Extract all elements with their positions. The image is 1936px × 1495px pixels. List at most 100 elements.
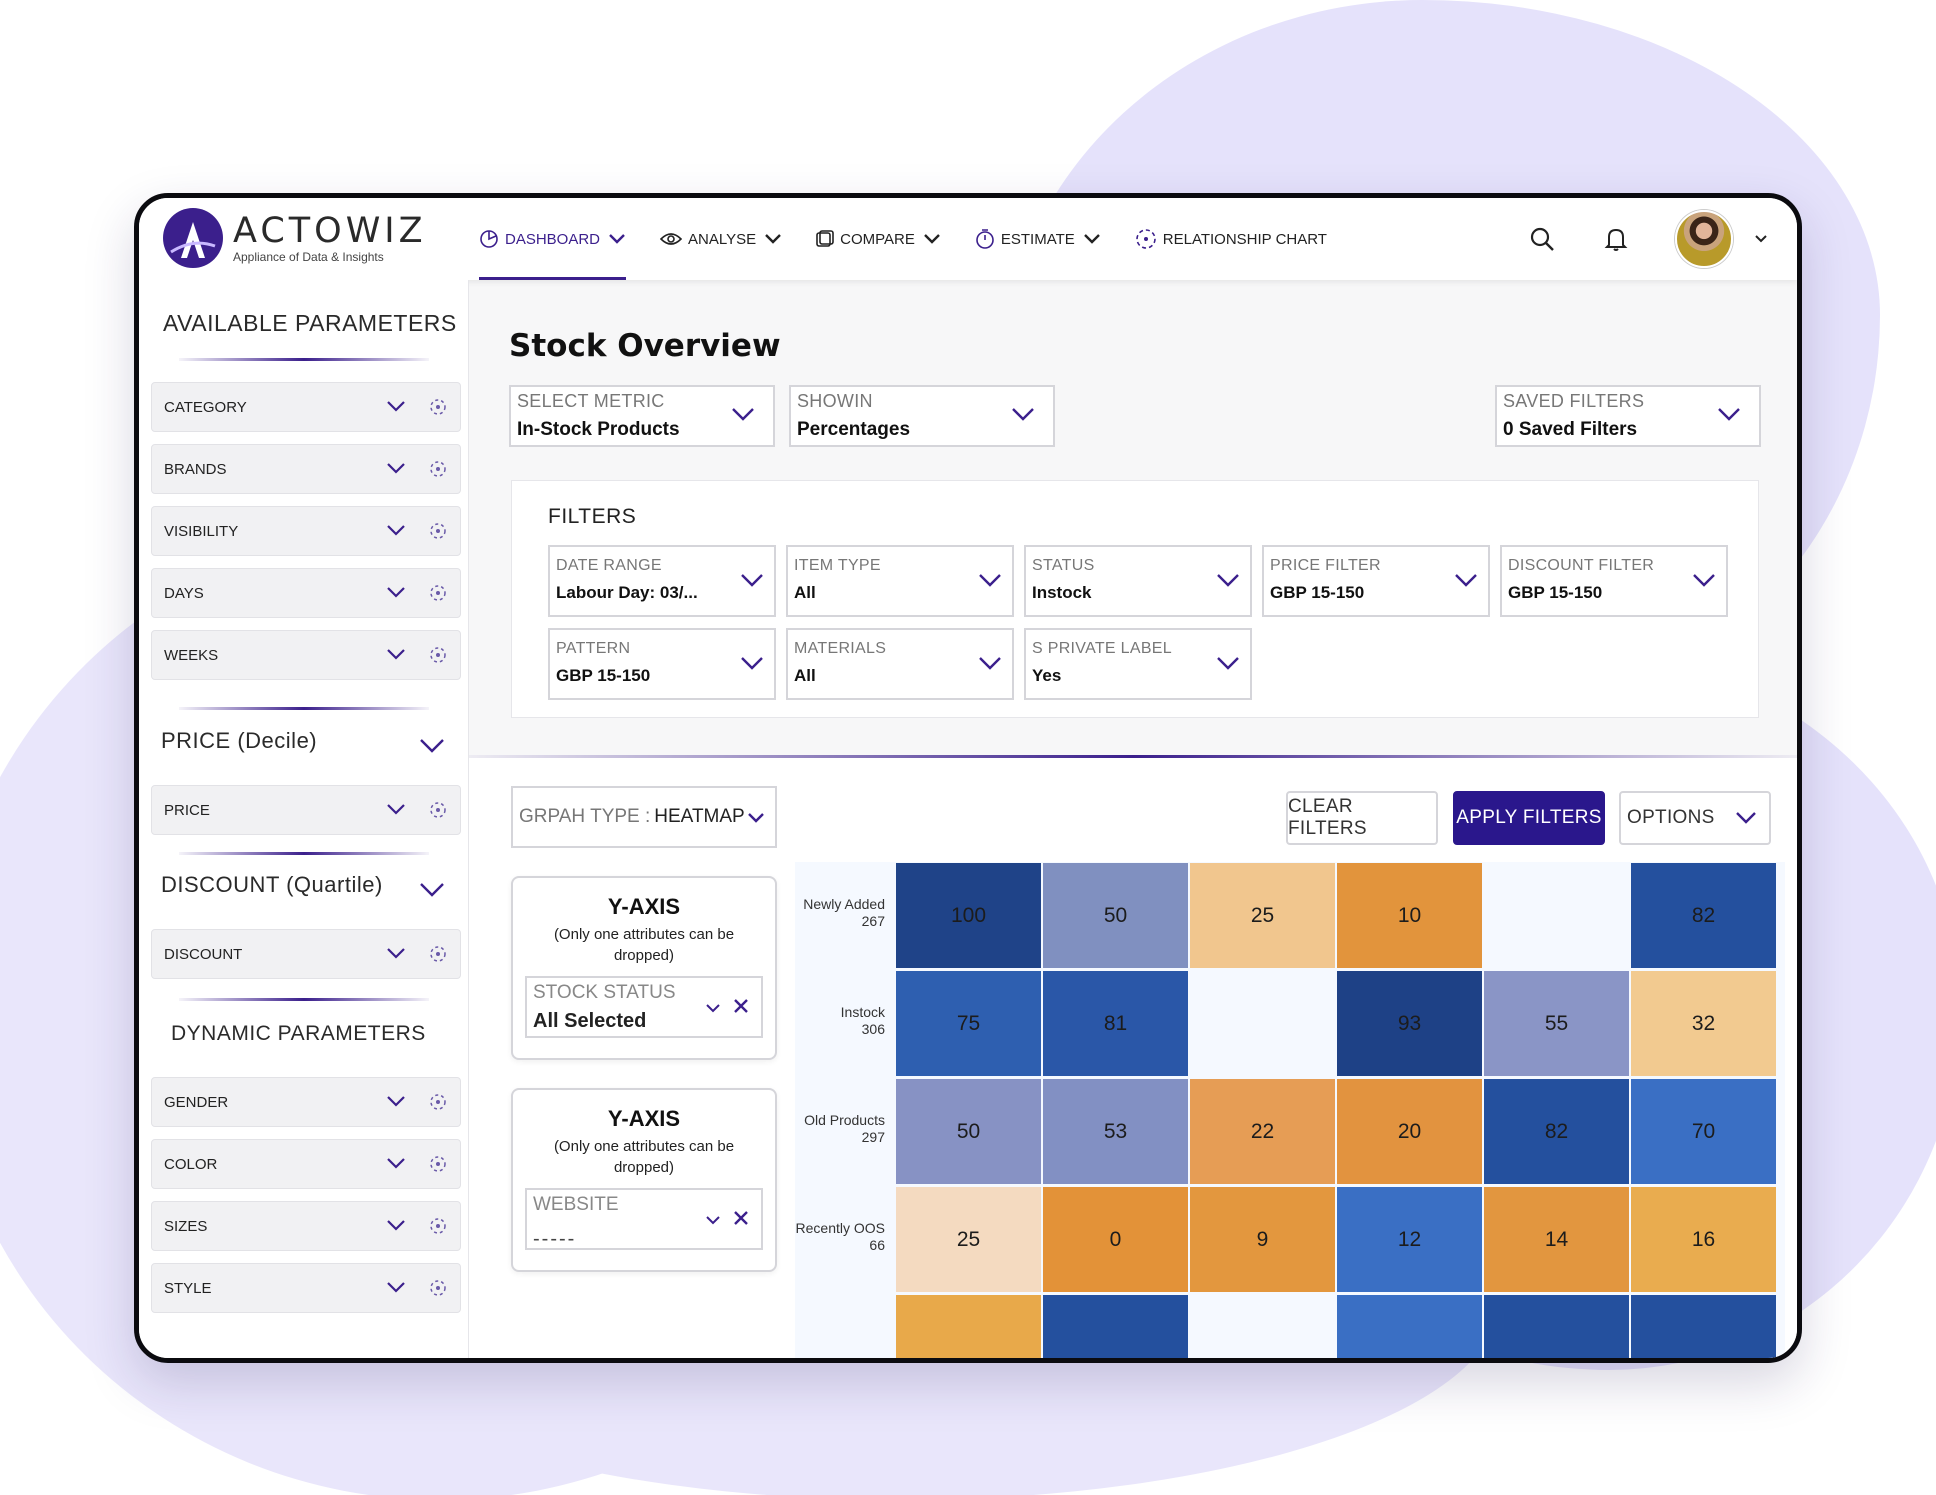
heatmap-cell[interactable]: 50 <box>895 1078 1042 1185</box>
heatmap-cell[interactable]: 81 <box>1042 970 1189 1077</box>
heatmap-cell[interactable] <box>1336 1294 1483 1358</box>
saved-filters-dropdown[interactable]: SAVED FILTERS 0 Saved Filters <box>1495 385 1761 447</box>
chevron-down-icon[interactable] <box>386 1094 406 1111</box>
chevron-down-icon[interactable] <box>386 647 406 664</box>
chevron-down-icon[interactable] <box>705 1212 721 1230</box>
heatmap-cell[interactable]: 75 <box>895 970 1042 1077</box>
heatmap-cell[interactable] <box>1483 1294 1630 1358</box>
parameter-style[interactable]: STYLE <box>151 1263 461 1313</box>
chevron-down-icon[interactable] <box>705 1000 721 1018</box>
dashboard-icon <box>479 229 499 249</box>
avatar[interactable] <box>1675 210 1733 268</box>
shown-in-dropdown[interactable]: SHOWIN Percentages <box>789 385 1055 447</box>
search-icon[interactable] <box>1527 224 1557 254</box>
nav-dashboard[interactable]: DASHBOARD <box>479 198 627 280</box>
options-dropdown[interactable]: OPTIONS <box>1619 791 1771 845</box>
heatmap-cell[interactable] <box>1630 1294 1777 1358</box>
heatmap-cell[interactable]: 70 <box>1630 1078 1777 1185</box>
drag-handle-icon[interactable] <box>428 944 448 968</box>
filter-date-range-dropdown[interactable]: DATE RANGE Labour Day: 03/... <box>548 545 776 617</box>
y-axis-drop-field[interactable]: STOCK STATUS All Selected <box>525 976 763 1038</box>
drag-handle-icon[interactable] <box>428 1216 448 1240</box>
filter-item-type-dropdown[interactable]: ITEM TYPE All <box>786 545 1014 617</box>
parameter-days[interactable]: DAYS <box>151 568 461 618</box>
heatmap-cell[interactable]: 82 <box>1630 862 1777 969</box>
nav-relationship-chart[interactable]: RELATIONSHIP CHART <box>1135 198 1327 280</box>
chevron-down-icon[interactable] <box>386 523 406 540</box>
y-axis-drop-field[interactable]: WEBSITE ----- <box>525 1188 763 1250</box>
filter-pattern-dropdown[interactable]: PATTERN GBP 15-150 <box>548 628 776 700</box>
chevron-down-icon[interactable] <box>386 461 406 478</box>
close-icon[interactable] <box>733 1210 749 1231</box>
drag-handle-icon[interactable] <box>428 800 448 824</box>
chevron-down-icon[interactable] <box>386 1218 406 1235</box>
chevron-down-icon[interactable] <box>386 1156 406 1173</box>
heatmap-cell[interactable] <box>1189 1294 1336 1358</box>
nav-compare[interactable]: COMPARE <box>816 198 941 280</box>
heatmap-cell[interactable]: 82 <box>1483 1078 1630 1185</box>
chevron-down-icon[interactable] <box>419 882 445 903</box>
filter-discount-filter-dropdown[interactable]: DISCOUNT FILTER GBP 15-150 <box>1500 545 1728 617</box>
heatmap-cell[interactable] <box>1189 970 1336 1077</box>
filter-label: PRICE FILTER <box>1270 557 1381 574</box>
heatmap-cell[interactable]: 100 <box>895 862 1042 969</box>
chevron-down-icon[interactable] <box>386 802 406 819</box>
parameter-weeks[interactable]: WEEKS <box>151 630 461 680</box>
heatmap-cell[interactable]: 12 <box>1336 1186 1483 1293</box>
chevron-down-icon[interactable] <box>1755 235 1767 243</box>
parameter-discount[interactable]: DISCOUNT <box>151 929 461 979</box>
filter-s-private-label-dropdown[interactable]: S PRIVATE LABEL Yes <box>1024 628 1252 700</box>
drag-handle-icon[interactable] <box>428 1154 448 1178</box>
select-metric-dropdown[interactable]: SELECT METRIC In-Stock Products <box>509 385 775 447</box>
heatmap-cell[interactable] <box>1483 862 1630 969</box>
parameter-sizes[interactable]: SIZES <box>151 1201 461 1251</box>
parameter-category[interactable]: CATEGORY <box>151 382 461 432</box>
chevron-down-icon[interactable] <box>419 738 445 759</box>
heatmap-cell[interactable]: 14 <box>1483 1186 1630 1293</box>
drag-handle-icon[interactable] <box>428 583 448 607</box>
heatmap-cell[interactable]: 10 <box>1336 862 1483 969</box>
heatmap-cell[interactable]: 93 <box>1336 970 1483 1077</box>
drag-handle-icon[interactable] <box>428 1092 448 1116</box>
heatmap-cell[interactable]: 50 <box>1042 862 1189 969</box>
heatmap-cell[interactable]: 32 <box>1630 970 1777 1077</box>
drag-handle-icon[interactable] <box>428 521 448 545</box>
heatmap-cell[interactable]: 20 <box>1336 1078 1483 1185</box>
chevron-down-icon[interactable] <box>386 946 406 963</box>
apply-filters-button[interactable]: APPLY FILTERS <box>1453 791 1605 845</box>
heatmap-cell[interactable]: 9 <box>1189 1186 1336 1293</box>
heatmap-cell[interactable]: 53 <box>1042 1078 1189 1185</box>
filter-materials-dropdown[interactable]: MATERIALS All <box>786 628 1014 700</box>
chevron-down-icon[interactable] <box>386 399 406 416</box>
heatmap-cell[interactable]: 25 <box>1189 862 1336 969</box>
close-icon[interactable] <box>733 998 749 1019</box>
graph-type-dropdown[interactable]: GRPAH TYPE : HEATMAP <box>511 786 777 848</box>
heatmap-cell[interactable]: 0 <box>1042 1186 1189 1293</box>
parameter-gender[interactable]: GENDER <box>151 1077 461 1127</box>
drag-handle-icon[interactable] <box>428 645 448 669</box>
parameter-visibility[interactable]: VISIBILITY <box>151 506 461 556</box>
section-divider <box>179 852 429 855</box>
parameter-price[interactable]: PRICE <box>151 785 461 835</box>
logo[interactable]: ACTOWIZ Appliance of Data & Insights <box>163 208 427 268</box>
heatmap-cell[interactable]: 25 <box>895 1186 1042 1293</box>
filter-price-filter-dropdown[interactable]: PRICE FILTER GBP 15-150 <box>1262 545 1490 617</box>
drag-handle-icon[interactable] <box>428 397 448 421</box>
heatmap-cell[interactable]: 22 <box>1189 1078 1336 1185</box>
heatmap-cell[interactable]: 16 <box>1630 1186 1777 1293</box>
chevron-down-icon <box>923 233 941 245</box>
nav-analyse[interactable]: ANALYSE <box>660 198 782 280</box>
clear-filters-button[interactable]: CLEAR FILTERS <box>1286 791 1438 845</box>
parameter-color[interactable]: COLOR <box>151 1139 461 1189</box>
heatmap-cell[interactable] <box>1042 1294 1189 1358</box>
chevron-down-icon[interactable] <box>386 585 406 602</box>
parameter-brands[interactable]: BRANDS <box>151 444 461 494</box>
chevron-down-icon[interactable] <box>386 1280 406 1297</box>
bell-icon[interactable] <box>1601 224 1631 254</box>
filter-status-dropdown[interactable]: STATUS Instock <box>1024 545 1252 617</box>
drag-handle-icon[interactable] <box>428 1278 448 1302</box>
nav-estimate[interactable]: ESTIMATE <box>975 198 1101 280</box>
heatmap-cell[interactable] <box>895 1294 1042 1358</box>
drag-handle-icon[interactable] <box>428 459 448 483</box>
heatmap-cell[interactable]: 55 <box>1483 970 1630 1077</box>
